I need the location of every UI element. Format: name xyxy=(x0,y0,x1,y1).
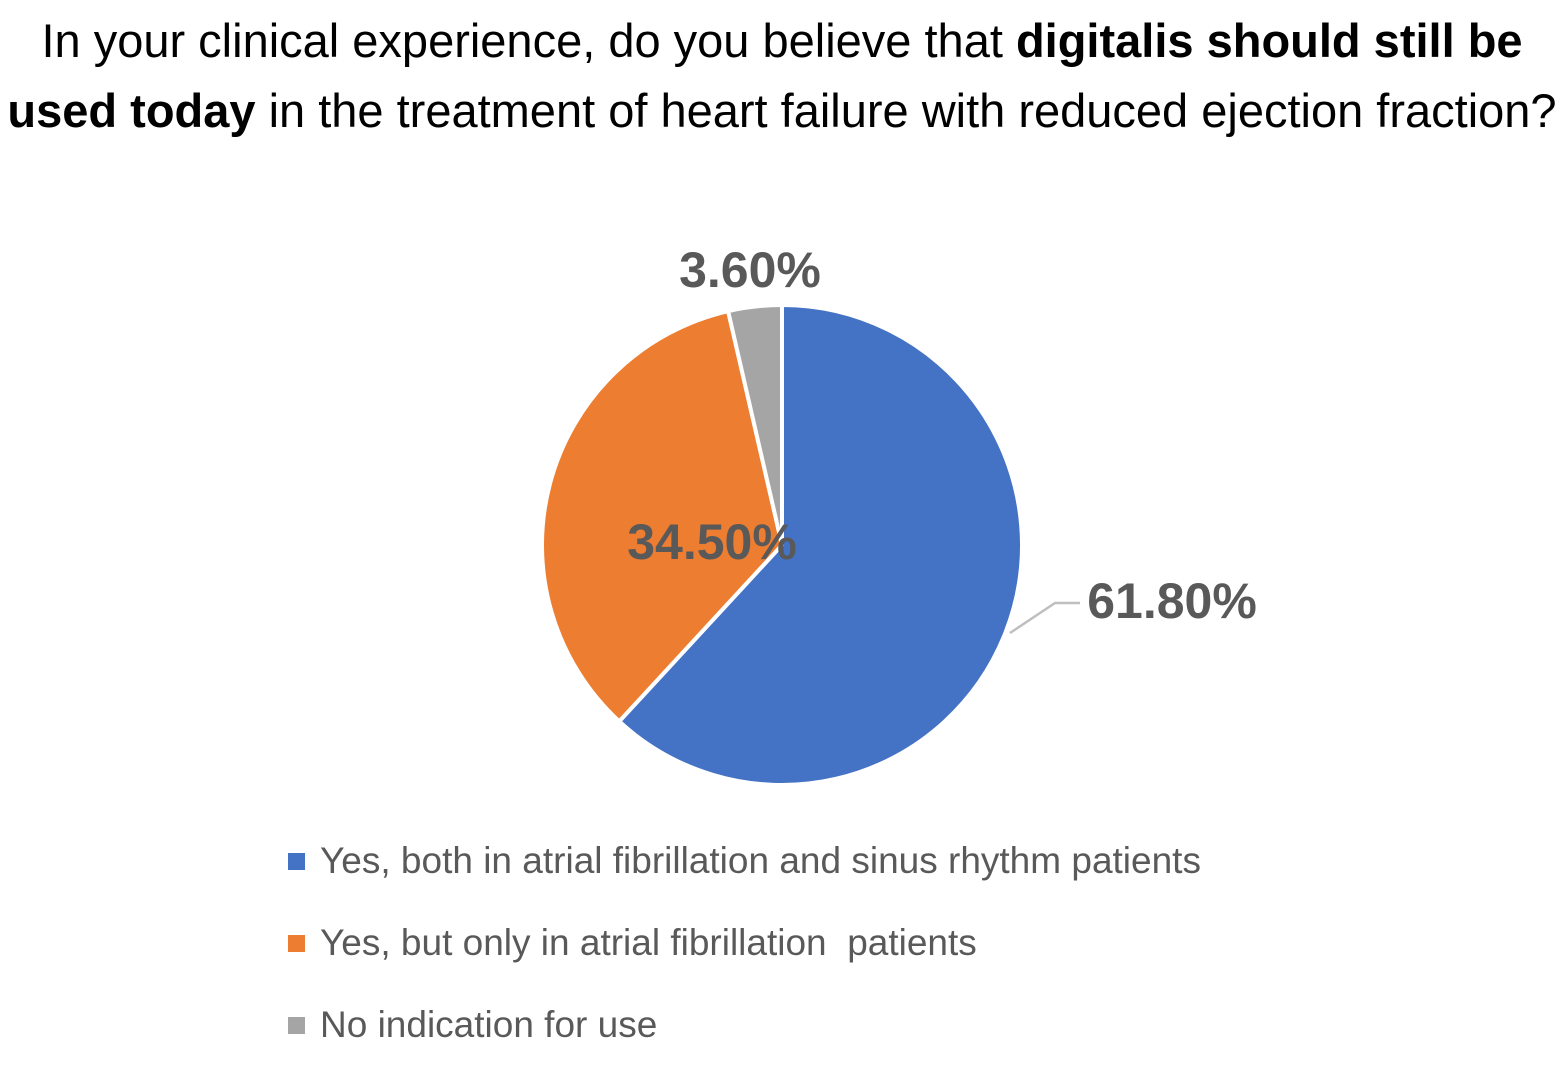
pie-slice xyxy=(726,303,784,547)
chart-title-bold: digitalis should still be used today xyxy=(7,14,1523,137)
legend-label: Yes, but only in atrial fibrillation pat… xyxy=(320,922,977,963)
pie-slice xyxy=(540,309,784,724)
legend-item: No indication for use xyxy=(288,984,1201,1066)
legend-swatch-icon xyxy=(288,934,305,952)
chart-title: In your clinical experience, do you beli… xyxy=(0,6,1564,146)
data-label: 34.50% xyxy=(627,514,797,570)
chart-title-part2: in the treatment of heart failure with r… xyxy=(255,84,1557,137)
legend-label: No indication for use xyxy=(320,1004,658,1045)
legend-swatch-icon xyxy=(288,1016,305,1034)
legend-swatch-icon xyxy=(288,852,305,870)
pie-chart: 61.80% 34.50% 3.60% xyxy=(540,242,1257,787)
data-label: 61.80% xyxy=(1087,573,1257,629)
legend: Yes, both in atrial fibrillation and sin… xyxy=(288,820,1201,1066)
pie-slice xyxy=(617,303,1024,787)
data-label: 3.60% xyxy=(679,242,821,298)
legend-item: Yes, both in atrial fibrillation and sin… xyxy=(288,820,1201,902)
chart-title-part1: In your clinical experience, do you beli… xyxy=(41,14,1016,67)
legend-item: Yes, but only in atrial fibrillation pat… xyxy=(288,902,1201,984)
leader-line xyxy=(1009,601,1080,635)
legend-label: Yes, both in atrial fibrillation and sin… xyxy=(320,840,1201,881)
chart: In your clinical experience, do you beli… xyxy=(0,6,1564,1045)
